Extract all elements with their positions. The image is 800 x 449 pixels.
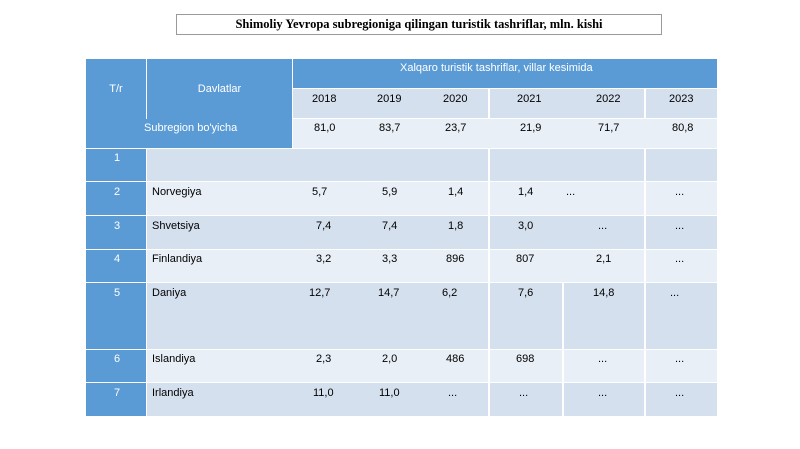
row-value-2022: 2,1 <box>596 253 612 265</box>
row-value-2020: ... <box>448 387 458 399</box>
row-value-2018: 11,0 <box>313 387 334 399</box>
row-value-2022: ... <box>566 186 576 198</box>
header-group: Xalqaro turistik tashriflar, villar kesi… <box>293 59 717 88</box>
row-number-cell: 5 <box>86 283 146 349</box>
row-number: 1 <box>114 152 121 164</box>
row-number: 4 <box>114 253 121 265</box>
row-value-2023: ... <box>670 287 680 299</box>
row-number: 5 <box>114 287 121 299</box>
year-2023: 2023 <box>669 93 694 105</box>
row-number-cell: 6 <box>86 350 146 382</box>
row-country: Shvetsiya <box>152 220 200 232</box>
header-countries: Davlatlar <box>147 59 292 119</box>
row-value-2019: 14,7 <box>378 287 400 299</box>
row-value-2021: 698 <box>516 353 535 365</box>
row-number: 7 <box>114 387 121 399</box>
subregion-label: Subregion bo'yicha <box>144 122 238 134</box>
subregion-value-2023: 80,8 <box>672 122 694 134</box>
subregion-value-2022: 71,7 <box>598 122 620 134</box>
row-value-2019: 5,9 <box>382 186 398 198</box>
row-number-cell: 1 <box>86 149 146 181</box>
row-country: Islandiya <box>152 353 196 365</box>
subregion-label-cell: Subregion bo'yicha <box>86 119 292 148</box>
row-value-2022: ... <box>598 220 608 232</box>
row-number: 6 <box>114 353 121 365</box>
row-value-2023: ... <box>675 220 685 232</box>
row-value-2021: 3,0 <box>518 220 534 232</box>
row-value-2020: 6,2 <box>442 287 458 299</box>
table-row: Finlandiya 3,2 3,3 896 807 2,1 ... <box>147 250 717 282</box>
column-divider <box>644 149 646 416</box>
subregion-values: 81,0 83,7 23,7 21,9 71,7 80,8 <box>293 119 717 148</box>
row-value-2018: 3,2 <box>316 253 332 265</box>
row-value-2020: 896 <box>446 253 465 265</box>
header-group-title: Xalqaro turistik tashriflar, villar kesi… <box>400 62 593 74</box>
row-number-cell: 7 <box>86 383 146 416</box>
header-number: T/r <box>86 59 146 119</box>
row-number-cell: 3 <box>86 216 146 249</box>
row-number: 2 <box>114 186 121 198</box>
row-value-2021: 7,6 <box>518 287 534 299</box>
row-value-2018: 7,4 <box>316 220 332 232</box>
row-country: Norvegiya <box>152 186 202 198</box>
row-value-2019: 7,4 <box>382 220 398 232</box>
row-value-2023: ... <box>675 253 685 265</box>
row-value-2018: 12,7 <box>309 287 331 299</box>
subregion-value-2019: 83,7 <box>379 122 401 134</box>
table-row <box>147 149 717 181</box>
year-2019: 2019 <box>377 93 402 105</box>
table-row: Daniya 12,7 14,7 6,2 7,6 14,8 ... <box>147 283 717 349</box>
table-title: Shimoliy Yevropa subregioniga qilingan t… <box>176 14 662 35</box>
row-number-cell: 2 <box>86 182 146 215</box>
row-value-2020: 486 <box>446 353 465 365</box>
column-divider <box>488 89 490 118</box>
row-value-2023: ... <box>675 353 685 365</box>
row-value-2021: 807 <box>516 253 535 265</box>
row-value-2018: 2,3 <box>316 353 332 365</box>
subregion-value-2021: 21,9 <box>520 122 542 134</box>
row-value-2020: 1,4 <box>448 186 464 198</box>
row-value-2023: ... <box>675 387 685 399</box>
year-2020: 2020 <box>443 93 468 105</box>
year-2021: 2021 <box>517 93 542 105</box>
row-value-2022: ... <box>598 387 608 399</box>
table-row: Irlandiya 11,0 11,0 ... ... ... ... <box>147 383 717 416</box>
row-value-2019: 11,0 <box>379 387 400 399</box>
row-value-2023: ... <box>675 186 685 198</box>
column-divider <box>644 89 646 118</box>
row-country: Irlandiya <box>152 387 194 399</box>
row-value-2019: 3,3 <box>382 253 398 265</box>
subregion-value-2020: 23,7 <box>445 122 467 134</box>
row-value-2021: 1,4 <box>518 186 534 198</box>
column-divider <box>562 283 564 416</box>
row-country: Finlandiya <box>152 253 203 265</box>
row-value-2022: 14,8 <box>593 287 615 299</box>
row-value-2021: ... <box>519 387 529 399</box>
table-row: Norvegiya 5,7 5,9 1,4 1,4 ... ... <box>147 182 717 215</box>
row-country: Daniya <box>152 287 187 299</box>
row-value-2018: 5,7 <box>312 186 328 198</box>
year-2022: 2022 <box>596 93 621 105</box>
row-number: 3 <box>114 220 121 232</box>
column-divider <box>488 149 490 416</box>
row-value-2019: 2,0 <box>382 353 398 365</box>
table-row: Shvetsiya 7,4 7,4 1,8 3,0 ... ... <box>147 216 717 249</box>
year-header-row: 2018 2019 2020 2021 2022 2023 <box>293 89 717 118</box>
year-2018: 2018 <box>312 93 337 105</box>
table-row: Islandiya 2,3 2,0 486 698 ... ... <box>147 350 717 382</box>
row-value-2020: 1,8 <box>448 220 464 232</box>
subregion-value-2018: 81,0 <box>314 122 336 134</box>
row-number-cell: 4 <box>86 250 146 282</box>
row-value-2022: ... <box>598 353 608 365</box>
